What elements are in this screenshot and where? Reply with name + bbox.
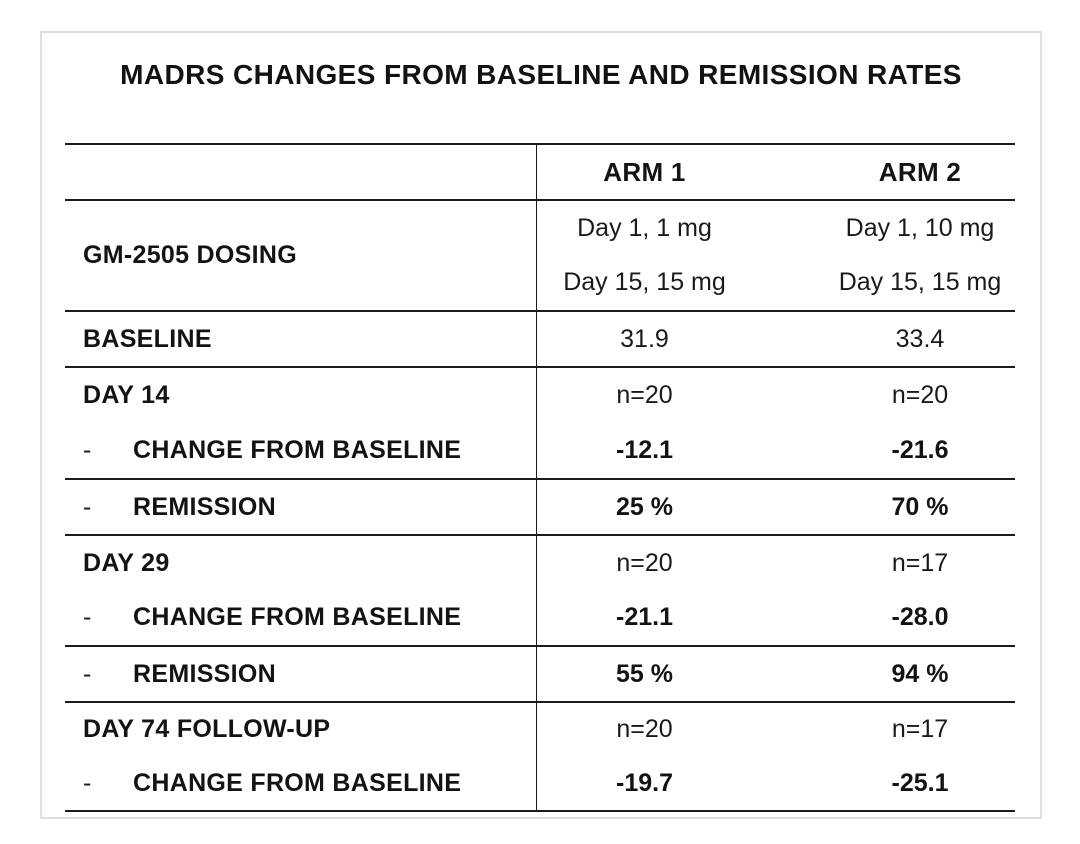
row-dosing: GM-2505 DOSING Day 1, 1 mg Day 15, 15 mg… [65, 199, 1015, 310]
cell-value: n=20 [891, 381, 949, 409]
madrs-table-card: MADRS CHANGES FROM BASELINE AND REMISSIO… [40, 31, 1042, 819]
row-remission-day29: - REMISSION 55 % 94 % [65, 645, 1015, 701]
column-header-arm-1: ARM 1 [536, 145, 752, 199]
madrs-table: ARM 1 ARM 2 GM-2505 DOSING Day 1, 1 mg D… [65, 143, 1015, 812]
sub-row-remission: - REMISSION [83, 493, 276, 522]
sub-row-change-from-baseline: - CHANGE FROM BASELINE [83, 769, 461, 798]
cell-value: n=20 [616, 548, 673, 577]
cell-value: 33.4 [895, 324, 945, 353]
row-label-dosing: GM-2505 DOSING [83, 241, 297, 269]
cell-value: Day 15, 15 mg [838, 268, 1002, 297]
cell-value: 25 % [616, 492, 673, 521]
cell-value: -12.1 [616, 436, 673, 464]
sub-row-label: CHANGE FROM BASELINE [133, 436, 462, 464]
row-label-day29: DAY 29 [83, 548, 170, 577]
row-label-baseline: BASELINE [83, 324, 212, 353]
row-remission-day14: - REMISSION 25 % 70 % [65, 478, 1015, 534]
day29-arm1-cell: n=20 -21.1 [536, 536, 752, 645]
bullet-dash: - [83, 768, 92, 797]
row-day74-block: DAY 74 FOLLOW-UP - CHANGE FROM BASELINE … [65, 701, 1015, 812]
cell-value: n=20 [616, 715, 673, 744]
remission14-arm1-cell: 25 % [536, 480, 752, 534]
remission29-arm1-cell: 55 % [536, 647, 752, 701]
cell-value: n=20 [616, 381, 673, 409]
day14-arm2-cell: n=20 -21.6 [752, 368, 1015, 478]
cell-value: -21.1 [616, 603, 673, 632]
cell-value: 70 % [891, 492, 949, 521]
sub-row-change-from-baseline: - CHANGE FROM BASELINE [83, 436, 461, 465]
sub-row-label: REMISSION [133, 659, 276, 688]
day29-arm2-cell: n=17 -28.0 [752, 536, 1015, 645]
bullet-dash: - [83, 659, 92, 688]
sub-row-label: CHANGE FROM BASELINE [133, 603, 462, 632]
row-label-day74: DAY 74 FOLLOW-UP [83, 715, 331, 744]
day74-arm1-cell: n=20 -19.7 [536, 703, 752, 810]
cell-value: n=17 [891, 715, 949, 744]
row-day14-block: DAY 14 - CHANGE FROM BASELINE n=20 -12.1… [65, 366, 1015, 478]
dosing-arm2-cell: Day 1, 10 mg Day 15, 15 mg [752, 201, 1015, 310]
baseline-arm2-cell: 33.4 [752, 312, 1015, 366]
sub-row-label: CHANGE FROM BASELINE [133, 768, 462, 797]
column-header-arm-2: ARM 2 [878, 156, 962, 187]
row-label-day14: DAY 14 [83, 381, 170, 409]
cell-value: -21.6 [891, 436, 949, 464]
cell-value: 94 % [891, 659, 949, 688]
bullet-dash: - [83, 492, 92, 521]
cell-value: Day 1, 1 mg [577, 213, 712, 242]
remission14-arm2-cell: 70 % [752, 480, 1015, 534]
sub-row-remission: - REMISSION [83, 660, 276, 689]
cell-value: Day 15, 15 mg [563, 268, 726, 297]
bullet-dash: - [83, 436, 92, 464]
cell-value: 55 % [616, 659, 673, 688]
sub-row-change-from-baseline: - CHANGE FROM BASELINE [83, 603, 461, 632]
cell-value: -19.7 [616, 768, 673, 797]
cell-value: -25.1 [891, 768, 949, 797]
header-empty-cell [65, 145, 536, 199]
cell-value: -28.0 [891, 603, 949, 632]
header-row: ARM 1 ARM 2 [65, 143, 1015, 199]
dosing-arm1-cell: Day 1, 1 mg Day 15, 15 mg [536, 201, 752, 310]
table-title: MADRS CHANGES FROM BASELINE AND REMISSIO… [120, 59, 962, 90]
sub-row-label: REMISSION [133, 492, 276, 521]
row-baseline: BASELINE 31.9 33.4 [65, 310, 1015, 366]
baseline-arm1-cell: 31.9 [536, 312, 752, 366]
cell-value: n=17 [891, 548, 949, 577]
bullet-dash: - [83, 603, 92, 632]
day74-arm2-cell: n=17 -25.1 [752, 703, 1015, 810]
remission29-arm2-cell: 94 % [752, 647, 1015, 701]
day14-arm1-cell: n=20 -12.1 [536, 368, 752, 478]
cell-value: 31.9 [620, 324, 669, 353]
row-day29-block: DAY 29 - CHANGE FROM BASELINE n=20 -21.1… [65, 534, 1015, 645]
cell-value: Day 1, 10 mg [845, 213, 995, 242]
